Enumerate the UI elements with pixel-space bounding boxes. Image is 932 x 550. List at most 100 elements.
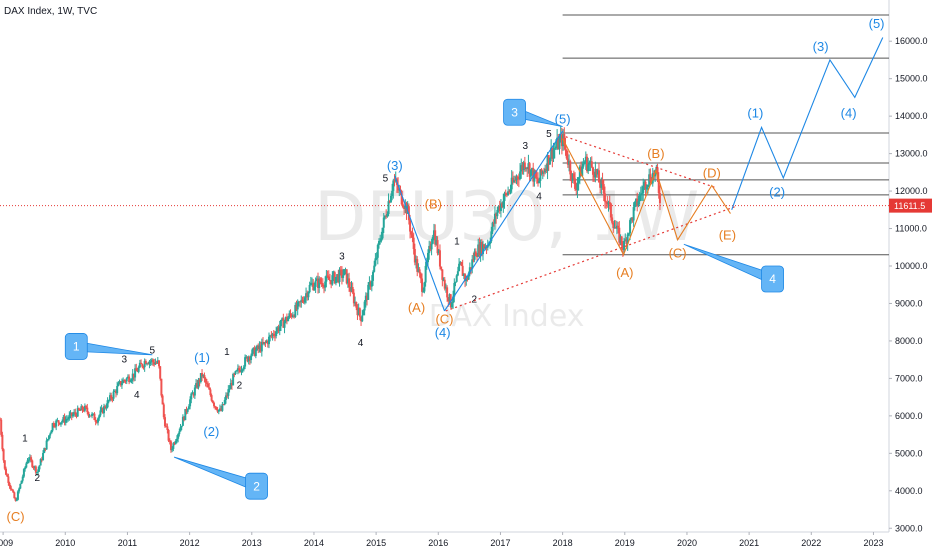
candle-body	[442, 279, 445, 281]
candle-body	[122, 379, 125, 384]
candle-body	[147, 363, 150, 365]
candle-body	[173, 443, 176, 445]
candle-246	[293, 314, 296, 319]
candle-252	[300, 295, 303, 308]
candle-body	[229, 383, 232, 390]
candle-body	[559, 134, 562, 139]
candle-130	[154, 358, 157, 366]
candle-body	[75, 413, 78, 417]
candle-body	[464, 274, 467, 282]
candle-body	[459, 262, 462, 264]
candle-293	[349, 281, 352, 297]
candle-236	[281, 317, 284, 321]
candle-352	[419, 272, 422, 284]
candle-body	[238, 368, 241, 371]
candle-body	[527, 163, 530, 170]
wave-label-19: 2	[472, 294, 478, 305]
candle-443	[528, 161, 531, 182]
candle-body	[644, 181, 647, 190]
wave-label-22: 5	[546, 129, 552, 140]
candle-body	[165, 426, 168, 428]
candle-body	[288, 313, 291, 318]
candle-474	[565, 149, 568, 160]
candle-330	[393, 174, 396, 187]
candle-209	[248, 355, 251, 365]
candle-56	[65, 415, 68, 423]
wave-label-31: (3)	[813, 39, 829, 54]
candle-247	[294, 302, 297, 319]
ytick-label-2: 5000.0	[895, 448, 923, 458]
candle-182	[216, 407, 219, 414]
candle-312	[372, 270, 375, 286]
callout-1[interactable]: 1	[64, 333, 153, 360]
candle-body	[326, 275, 329, 277]
candle-23	[26, 458, 29, 464]
candle-369	[440, 266, 443, 271]
candle-body	[595, 169, 598, 175]
callout-4[interactable]: 4	[683, 243, 784, 293]
candle-body	[383, 215, 386, 218]
candle-body	[516, 176, 519, 179]
candle-body	[427, 252, 430, 263]
ytick-label-7: 10000.0	[895, 261, 928, 271]
candle-373	[444, 283, 447, 293]
candle-345	[411, 227, 414, 243]
current-price-badge: 11611.5	[889, 198, 932, 213]
candle-body	[658, 193, 661, 204]
callout-2[interactable]: 2	[173, 456, 268, 500]
candle-body	[224, 395, 227, 400]
candle-463	[552, 142, 555, 163]
candle-body	[242, 366, 245, 370]
candle-body	[508, 191, 511, 193]
candle-253	[301, 296, 304, 304]
candle-289	[344, 267, 347, 275]
candle-259	[308, 281, 311, 294]
candle-427	[509, 184, 512, 195]
candle-body	[294, 305, 297, 317]
candle-body	[136, 370, 139, 372]
ytick-label-9: 12000.0	[895, 186, 928, 196]
candle-body	[174, 440, 177, 444]
candle-body	[453, 283, 456, 297]
candle-364	[434, 224, 437, 247]
candle-body	[210, 395, 213, 401]
candle-301	[358, 307, 361, 321]
candle-body	[498, 206, 501, 212]
candle-271	[322, 284, 325, 294]
candle-body	[599, 182, 602, 188]
candle-body	[495, 213, 498, 217]
candle-102	[120, 378, 123, 389]
candle-6	[6, 473, 9, 477]
candle-body	[129, 381, 132, 383]
candle-428	[510, 170, 513, 194]
candle-124	[147, 361, 150, 365]
candle-body	[436, 240, 439, 254]
candle-body	[515, 176, 518, 181]
candle-body	[71, 414, 74, 417]
candle-45	[52, 421, 55, 428]
candle-body	[124, 380, 127, 382]
candle-body	[76, 408, 79, 417]
candle-body	[204, 378, 207, 383]
candle-294	[350, 281, 353, 293]
candle-body	[649, 174, 652, 182]
candle-137	[162, 402, 165, 420]
candle-93	[110, 392, 113, 402]
candle-151	[179, 423, 182, 432]
candle-body	[218, 408, 221, 410]
candle-299	[356, 304, 359, 320]
callout-3[interactable]: 3	[503, 98, 563, 128]
candle-226	[269, 334, 272, 342]
callout-number: 2	[253, 479, 260, 493]
candle-225	[267, 332, 270, 349]
candle-544	[649, 168, 652, 184]
candle-body	[421, 278, 424, 292]
candle-body	[236, 368, 239, 371]
wave-path-1	[444, 130, 564, 312]
wave-label-8: 2	[237, 381, 243, 392]
candle-body	[358, 308, 361, 317]
candle-118	[140, 359, 143, 365]
candle-13	[14, 497, 17, 502]
candle-body	[545, 168, 548, 172]
